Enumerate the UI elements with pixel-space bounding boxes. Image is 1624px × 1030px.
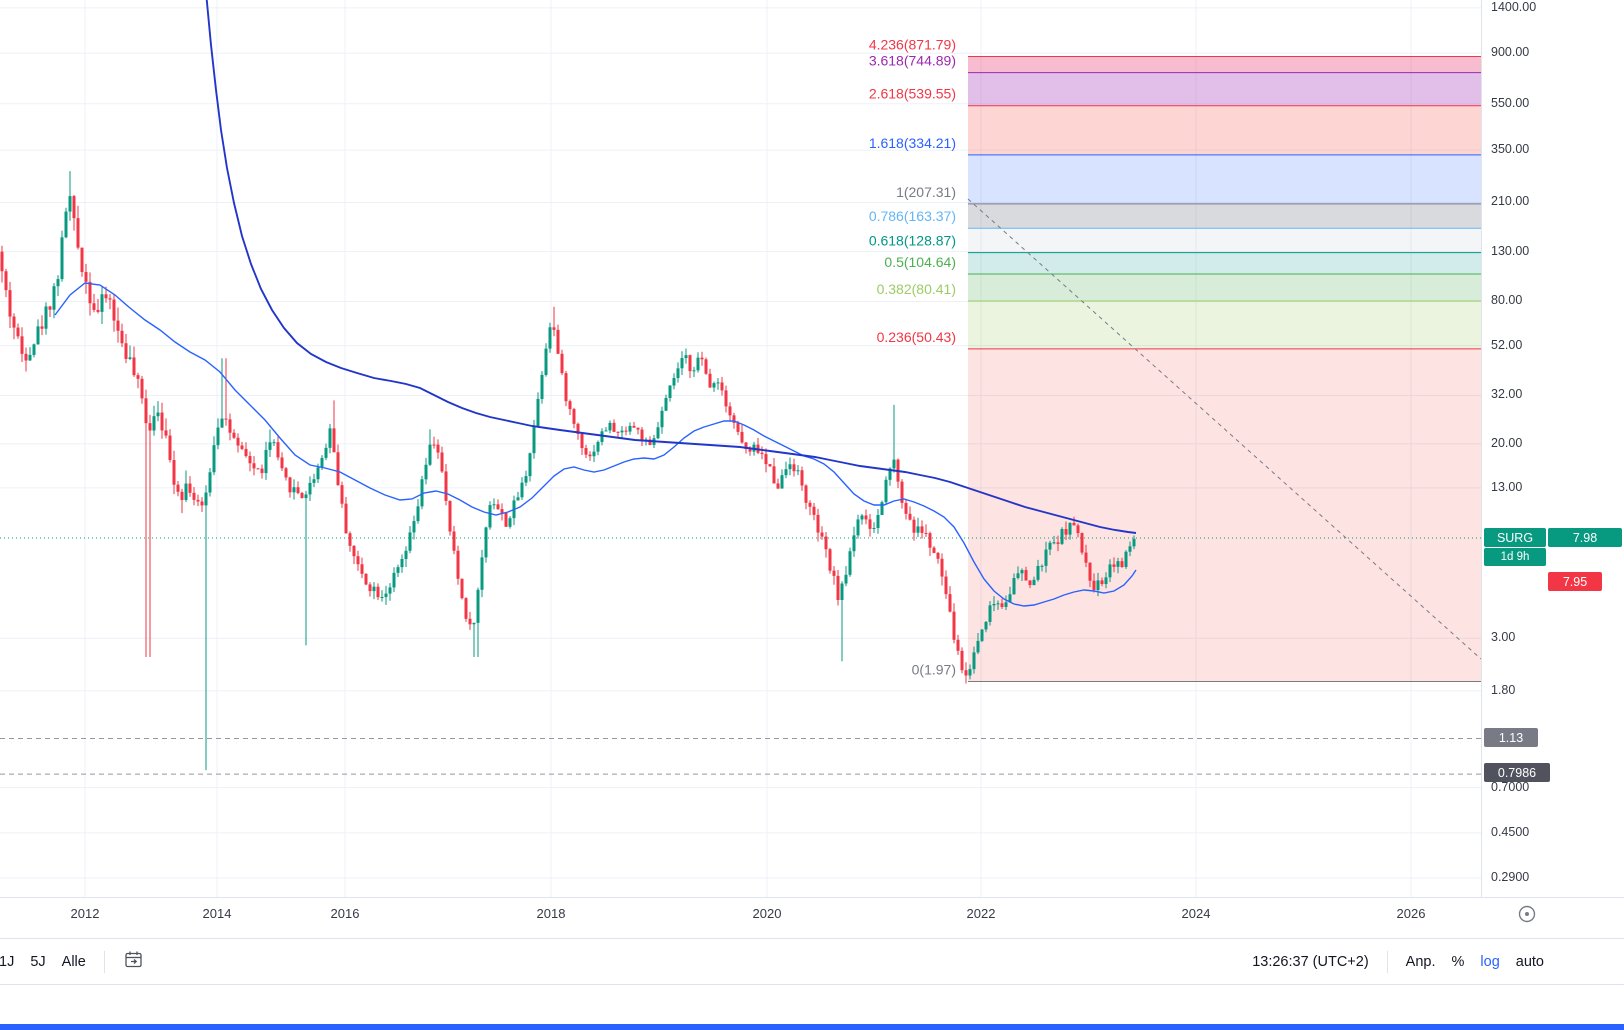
fib-level-label: 1.618(334.21) — [869, 135, 956, 151]
fib-level-label: 0(1.97) — [912, 661, 956, 677]
fib-level-label: 2.618(539.55) — [869, 86, 956, 102]
time-axis[interactable]: 2012 2014 2016 2018 2020 2022 2024 2026 — [0, 897, 1624, 939]
countdown-badge: 1d 9h — [1484, 548, 1546, 566]
price-axis-label: 210.00 — [1491, 194, 1530, 209]
toolbar-right: 13:26:37 (UTC+2) Anp. % log auto — [1244, 950, 1624, 974]
time-axis-label: 2026 — [1396, 906, 1426, 921]
calendar-go-to-date-icon — [125, 951, 142, 968]
candles — [0, 171, 1136, 771]
time-axis-label: 2022 — [966, 906, 996, 921]
fib-level-label: 0.5(104.64) — [884, 254, 956, 270]
last-price-badge: 7.98 — [1548, 528, 1622, 547]
price-axis[interactable]: SURG 7.98 1d 9h 7.95 1.13 0.7986 1400.00… — [1481, 0, 1624, 897]
level-badge-2-value: 0.7986 — [1497, 765, 1537, 780]
level-badge-1: 1.13 — [1484, 728, 1538, 747]
range-button-all[interactable]: Alle — [61, 953, 86, 970]
price-axis-label: 52.00 — [1491, 337, 1523, 352]
price-axis-label: 13.00 — [1491, 479, 1523, 494]
toolbar-divider — [103, 950, 105, 973]
fib-level-label: 4.236(871.79) — [869, 36, 956, 52]
fib-level-label: 0.236(50.43) — [877, 329, 956, 345]
prev-price-value: 7.95 — [1562, 574, 1588, 589]
trendline[interactable] — [967, 198, 1482, 660]
time-axis-label: 2012 — [70, 906, 100, 921]
bottom-toolbar: 1J 5J Alle 13:26:37 (UTC+2) Anp. % log a… — [0, 938, 1624, 985]
price-axis-label: 32.00 — [1491, 387, 1523, 402]
log-scale-button[interactable]: log — [1480, 953, 1500, 970]
adjust-button[interactable]: Anp. — [1405, 953, 1436, 970]
symbol-badge-label: SURG — [1496, 530, 1534, 545]
fib-bands — [968, 56, 1481, 682]
auto-scale-button[interactable]: auto — [1515, 953, 1544, 970]
range-button-5y[interactable]: 5J — [30, 953, 46, 970]
price-axis-label: 80.00 — [1491, 293, 1523, 308]
prev-price-badge: 7.95 — [1548, 572, 1602, 591]
window-edge-strip — [0, 1024, 1624, 1030]
fib-level-label: 0.618(128.87) — [869, 233, 956, 249]
percent-scale-button[interactable]: % — [1451, 953, 1465, 970]
range-button-1y[interactable]: 1J — [0, 953, 15, 970]
price-axis-label: 0.2900 — [1491, 869, 1530, 884]
fib-level-label: 0.786(163.37) — [869, 208, 956, 224]
fib-retracement[interactable]: 4.236(871.79)3.618(744.89) 2.618(539.55) 1… — [869, 36, 1481, 682]
level-badge-2: 0.7986 — [1484, 763, 1550, 782]
chart-plot-area[interactable]: 4.236(871.79) 3.618(744.89) 2.618(539.55) 1… — [0, 0, 1482, 897]
axis-settings-icon[interactable] — [1516, 903, 1538, 930]
go-to-date-button[interactable] — [115, 945, 152, 978]
toolbar-divider — [1386, 950, 1388, 973]
grid — [0, 0, 1481, 897]
price-axis-label: 0.7000 — [1491, 779, 1530, 794]
price-axis-label: 1.80 — [1491, 682, 1516, 697]
price-axis-label: 3.00 — [1491, 630, 1516, 645]
ma-fast-line — [54, 282, 1137, 607]
price-axis-label: 900.00 — [1491, 45, 1530, 60]
price-axis-label: 550.00 — [1491, 95, 1530, 110]
fib-level-label: 0.382(80.41) — [877, 281, 956, 297]
fib-level-label: 1(207.31) — [896, 184, 956, 200]
time-axis-label: 2014 — [202, 906, 232, 921]
price-axis-label: 130.00 — [1491, 243, 1530, 258]
fib-level-label: 3.618(744.89) — [869, 53, 956, 69]
chart-svg[interactable]: 4.236(871.79)3.618(744.89) 2.618(539.55) 1… — [0, 0, 1482, 897]
ma-slow-line — [205, 0, 1137, 534]
time-axis-label: 2020 — [752, 906, 782, 921]
level-badge-1-value: 1.13 — [1498, 730, 1524, 745]
last-price-value: 7.98 — [1572, 530, 1598, 545]
time-axis-label: 2016 — [330, 906, 360, 921]
clock-label[interactable]: 13:26:37 (UTC+2) — [1252, 953, 1369, 970]
range-selector: 1J 5J Alle — [0, 945, 152, 978]
time-axis-label: 2018 — [536, 906, 566, 921]
symbol-badge: SURG — [1484, 528, 1546, 547]
price-axis-label: 1400.00 — [1491, 0, 1537, 14]
time-axis-label: 2024 — [1181, 906, 1211, 921]
price-axis-label: 0.4500 — [1491, 824, 1530, 839]
price-axis-label: 20.00 — [1491, 435, 1523, 450]
countdown-value: 1d 9h — [1500, 551, 1530, 563]
price-axis-label: 350.00 — [1491, 142, 1530, 157]
